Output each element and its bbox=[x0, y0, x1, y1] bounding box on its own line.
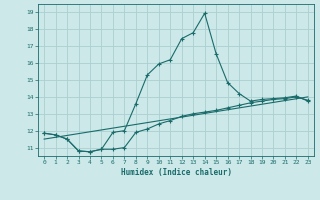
X-axis label: Humidex (Indice chaleur): Humidex (Indice chaleur) bbox=[121, 168, 231, 177]
